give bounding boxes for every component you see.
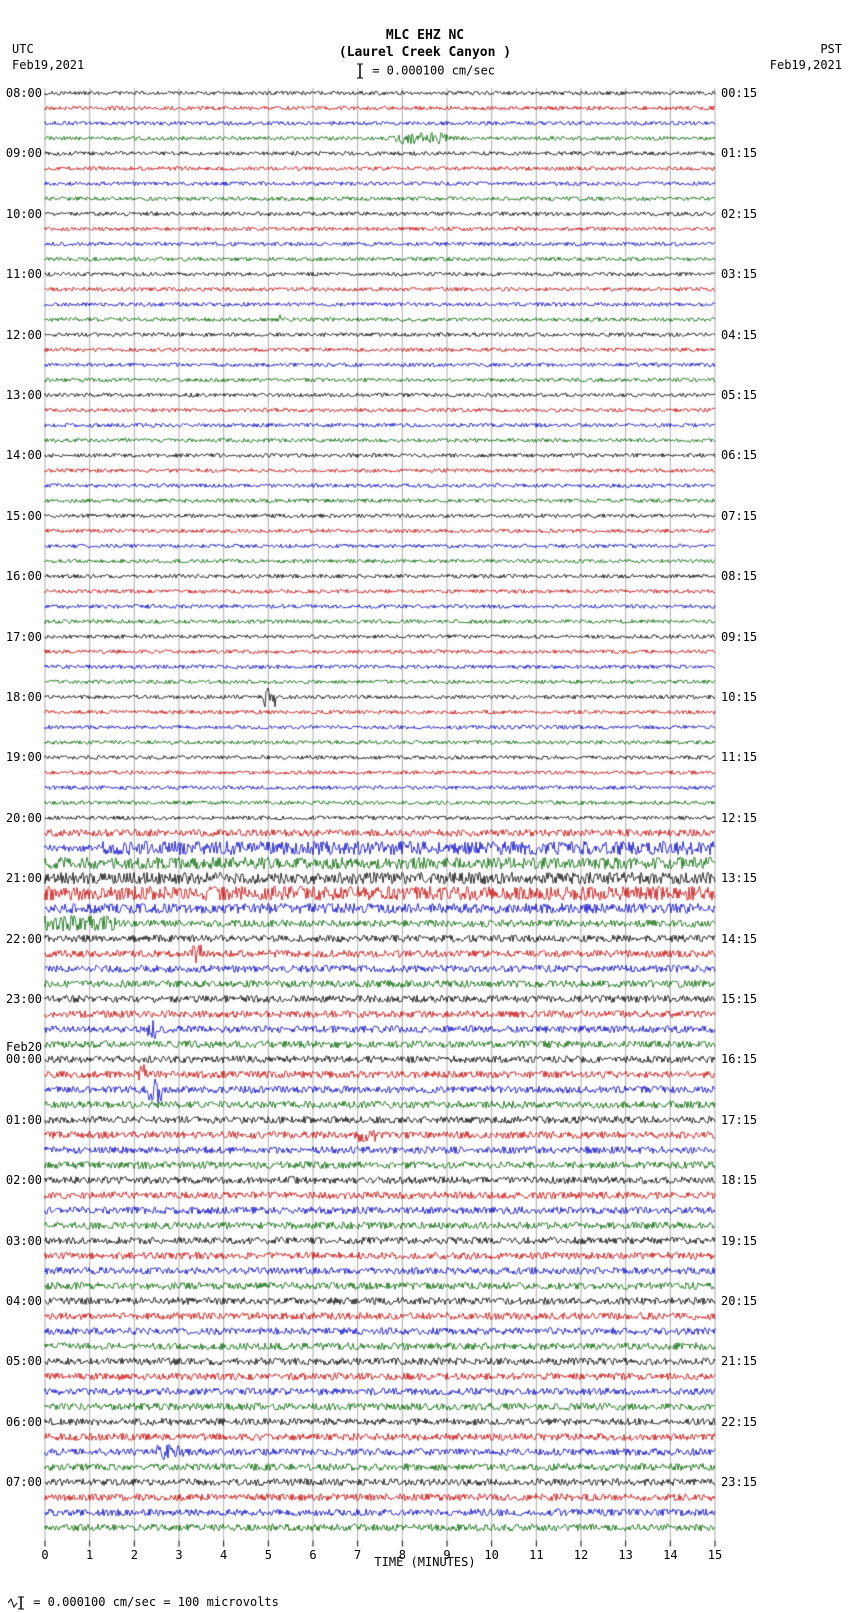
utc-hour-label: 09:00 xyxy=(2,146,42,160)
pst-hour-label: 18:15 xyxy=(721,1173,757,1187)
footer-scale-icon xyxy=(8,1596,26,1610)
utc-hour-label: 10:00 xyxy=(2,207,42,221)
pst-hour-label: 22:15 xyxy=(721,1415,757,1429)
utc-hour-label: 02:00 xyxy=(2,1173,42,1187)
pst-hour-label: 13:15 xyxy=(721,871,757,885)
station-code: MLC EHZ NC xyxy=(386,28,464,43)
utc-hour-label: 14:00 xyxy=(2,448,42,462)
tz-right-date: Feb19,2021 xyxy=(770,58,842,72)
utc-hour-label: 11:00 xyxy=(2,267,42,281)
pst-hour-label: 01:15 xyxy=(721,146,757,160)
scale-bar-icon xyxy=(355,62,365,80)
pst-hour-label: 09:15 xyxy=(721,630,757,644)
pst-hour-label: 19:15 xyxy=(721,1234,757,1248)
pst-hour-label: 07:15 xyxy=(721,509,757,523)
pst-hour-label: 14:15 xyxy=(721,932,757,946)
seismogram-canvas xyxy=(0,85,765,1555)
pst-hour-label: 16:15 xyxy=(721,1052,757,1066)
tz-right-label: PST xyxy=(820,42,842,56)
utc-hour-label: 16:00 xyxy=(2,569,42,583)
pst-hour-label: 05:15 xyxy=(721,388,757,402)
utc-hour-label: 21:00 xyxy=(2,871,42,885)
utc-hour-label: 01:00 xyxy=(2,1113,42,1127)
tz-left-date: Feb19,2021 xyxy=(12,58,84,72)
footer-scale: = 0.000100 cm/sec = 100 microvolts xyxy=(8,1595,279,1610)
pst-hour-label: 15:15 xyxy=(721,992,757,1006)
utc-hour-label: 20:00 xyxy=(2,811,42,825)
x-axis-label: TIME (MINUTES) xyxy=(0,1555,850,1569)
pst-hour-label: 00:15 xyxy=(721,86,757,100)
utc-hour-label: 12:00 xyxy=(2,328,42,342)
station-location: (Laurel Creek Canyon ) xyxy=(339,45,511,60)
utc-hour-label: 13:00 xyxy=(2,388,42,402)
utc-hour-label: 06:00 xyxy=(2,1415,42,1429)
utc-hour-label: 23:00 xyxy=(2,992,42,1006)
footer-scale-text: = 0.000100 cm/sec = 100 microvolts xyxy=(33,1595,279,1609)
utc-hour-label: 00:00 xyxy=(2,1052,42,1066)
date-change-label: Feb20 xyxy=(6,1040,42,1054)
pst-hour-label: 08:15 xyxy=(721,569,757,583)
header: MLC EHZ NC (Laurel Creek Canyon ) xyxy=(0,28,850,62)
utc-hour-label: 17:00 xyxy=(2,630,42,644)
pst-hour-label: 11:15 xyxy=(721,750,757,764)
utc-hour-label: 15:00 xyxy=(2,509,42,523)
utc-hour-label: 07:00 xyxy=(2,1475,42,1489)
utc-hour-label: 03:00 xyxy=(2,1234,42,1248)
utc-hour-label: 19:00 xyxy=(2,750,42,764)
timezone-right: PST Feb19,2021 xyxy=(770,42,842,73)
pst-hour-label: 20:15 xyxy=(721,1294,757,1308)
scale-indicator: = 0.000100 cm/sec xyxy=(0,62,850,80)
pst-hour-label: 02:15 xyxy=(721,207,757,221)
pst-hour-label: 03:15 xyxy=(721,267,757,281)
seismogram-container: MLC EHZ NC (Laurel Creek Canyon ) = 0.00… xyxy=(0,0,850,1613)
pst-hour-label: 17:15 xyxy=(721,1113,757,1127)
tz-left-label: UTC xyxy=(12,42,34,56)
utc-hour-label: 08:00 xyxy=(2,86,42,100)
pst-hour-label: 04:15 xyxy=(721,328,757,342)
timezone-left: UTC Feb19,2021 xyxy=(12,42,84,73)
utc-hour-label: 05:00 xyxy=(2,1354,42,1368)
utc-hour-label: 18:00 xyxy=(2,690,42,704)
pst-hour-label: 21:15 xyxy=(721,1354,757,1368)
utc-hour-label: 22:00 xyxy=(2,932,42,946)
utc-hour-label: 04:00 xyxy=(2,1294,42,1308)
pst-hour-label: 12:15 xyxy=(721,811,757,825)
scale-text: = 0.000100 cm/sec xyxy=(372,64,495,78)
pst-hour-label: 06:15 xyxy=(721,448,757,462)
pst-hour-label: 23:15 xyxy=(721,1475,757,1489)
pst-hour-label: 10:15 xyxy=(721,690,757,704)
